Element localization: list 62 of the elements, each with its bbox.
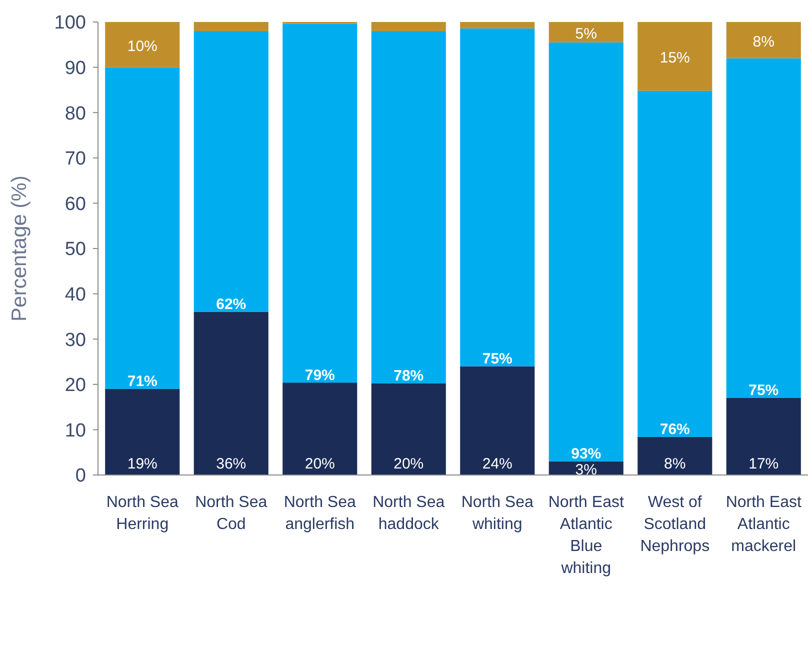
- bar: [638, 436, 712, 475]
- x-tick-label: North East Atlantic mackerel: [726, 494, 802, 555]
- bar: [726, 398, 801, 475]
- data-label: 24%: [482, 455, 512, 472]
- y-tick-label: 60: [64, 194, 86, 215]
- data-label: 78%: [394, 368, 424, 385]
- bar: [105, 67, 180, 389]
- y-tick-label: 0: [75, 466, 86, 487]
- bar: [194, 31, 268, 312]
- y-tick-label: 40: [64, 284, 86, 306]
- data-label: 75%: [748, 382, 779, 400]
- data-label: 8%: [664, 455, 686, 472]
- bar: [194, 22, 268, 32]
- bar: [371, 31, 446, 384]
- data-label: 17%: [748, 455, 779, 472]
- y-tick-label: 100: [54, 12, 86, 34]
- bar: [105, 388, 180, 475]
- bar: [371, 22, 446, 32]
- bar: [282, 382, 358, 475]
- bar: [105, 22, 180, 68]
- bar: [194, 312, 268, 475]
- y-axis-title: Percentage (%): [8, 176, 31, 322]
- x-tick-label: North East Atlantic Blue whiting: [548, 494, 624, 577]
- data-label: 10%: [127, 38, 158, 55]
- data-label: 62%: [216, 296, 246, 314]
- y-tick-label: 80: [64, 103, 86, 124]
- data-label: 20%: [304, 455, 335, 472]
- data-label: 15%: [660, 50, 690, 67]
- bar: [282, 24, 358, 383]
- y-tick-label: 20: [64, 375, 86, 396]
- data-label: 93%: [571, 446, 602, 463]
- data-label: 3%: [575, 462, 597, 479]
- bar: [548, 22, 624, 42]
- data-label: 5%: [575, 25, 597, 42]
- data-label: 76%: [660, 421, 690, 438]
- data-label: 20%: [394, 455, 424, 472]
- bar: [638, 90, 712, 437]
- bar: [460, 366, 535, 475]
- bar: [726, 58, 801, 398]
- x-tick-label: North Sea Cod: [195, 494, 268, 533]
- y-tick-label: 70: [64, 148, 86, 170]
- bar: [460, 22, 535, 28]
- data-label: 36%: [216, 455, 246, 472]
- bar: [548, 42, 624, 462]
- bar: [460, 28, 535, 366]
- bar: [726, 22, 801, 58]
- x-tick-label: North Sea whiting: [461, 494, 534, 533]
- y-tick-label: 10: [64, 420, 86, 442]
- data-label: 8%: [752, 33, 774, 50]
- data-label: 71%: [127, 373, 158, 390]
- x-tick-label: North Sea anglerfish: [284, 494, 356, 533]
- data-label: 19%: [127, 455, 158, 472]
- y-tick-label: 30: [64, 330, 86, 351]
- y-tick-label: 90: [64, 58, 86, 79]
- bar: [638, 22, 712, 91]
- x-tick-label: North Sea Herring: [106, 494, 178, 533]
- data-label: 79%: [304, 366, 335, 384]
- x-tick-label: North Sea haddock: [372, 494, 445, 533]
- x-tick-label: West of Scotland Nephrops: [640, 494, 710, 555]
- data-label: 75%: [482, 350, 512, 368]
- bar: [371, 383, 446, 475]
- y-tick-label: 50: [64, 239, 86, 260]
